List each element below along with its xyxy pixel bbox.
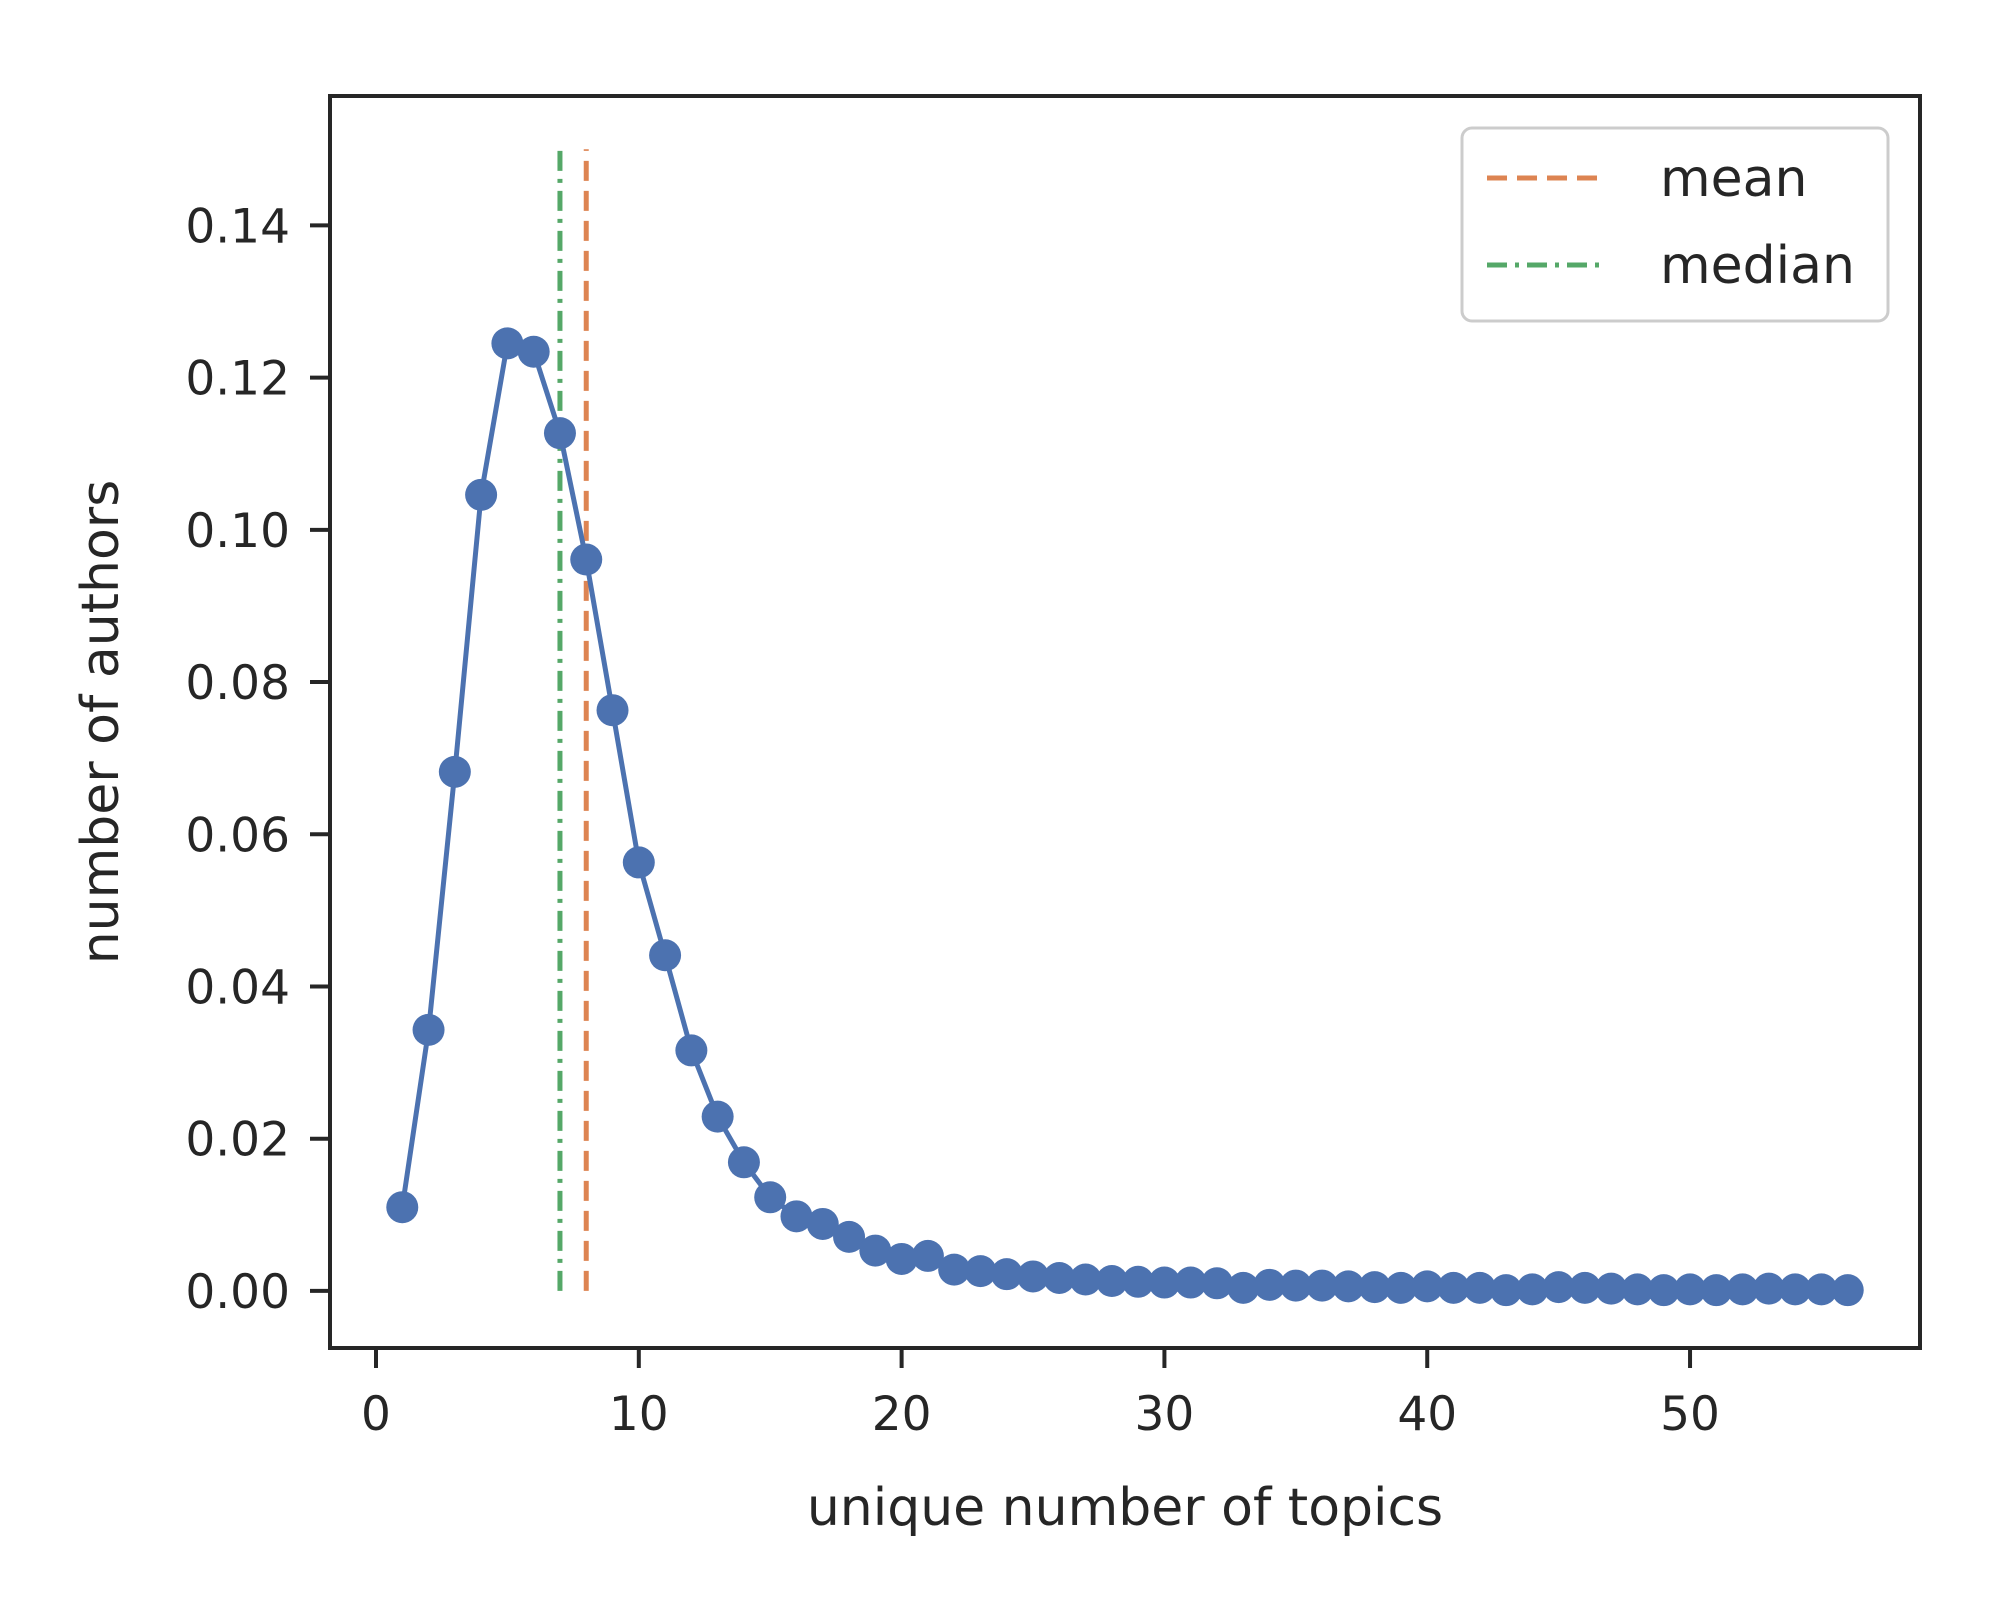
legend-box [1460,126,1890,323]
data-point [438,755,471,788]
legend-mean-label: mean [1660,149,1807,209]
y-tick-label: 0.00 [185,1265,290,1320]
data-point [1095,1265,1128,1298]
data-point [1384,1271,1417,1304]
data-point [1200,1267,1233,1300]
data-point [1227,1271,1260,1304]
data-point [675,1034,708,1067]
data-point [859,1234,892,1267]
data-point [1647,1274,1680,1307]
y-tick-label: 0.14 [185,199,290,254]
data-point [412,1013,445,1046]
data-point [938,1253,971,1286]
data-point [806,1207,839,1240]
data-point [465,478,498,511]
axis-ticks: 0 10 20 30 40 50 0.00 0.02 0.04 0.06 0.08 0.10 0.12 0… [185,199,1720,1442]
data-point [1568,1271,1601,1304]
data-point [1674,1273,1707,1306]
x-tick-label: 40 [1397,1387,1457,1442]
data-point [386,1191,419,1224]
data-point [517,335,550,368]
legend-median-label: median [1660,236,1855,296]
data-point [543,417,576,450]
data-point [1332,1270,1365,1303]
data-point [1516,1273,1549,1306]
x-tick-label: 50 [1660,1387,1720,1442]
reference-lines [557,149,589,1291]
data-point [622,846,655,879]
plot-frame [328,94,1922,1350]
data-point [570,543,603,576]
data-point [833,1220,866,1253]
data-point [990,1258,1023,1291]
y-tick-label: 0.04 [185,960,290,1015]
y-tick-label: 0.02 [185,1113,290,1168]
data-point [1463,1271,1496,1304]
data-point [1437,1271,1470,1304]
data-point [596,694,629,727]
data-point [754,1181,787,1214]
data-point [1726,1273,1759,1306]
data-point [1017,1260,1050,1293]
data-point [1490,1274,1523,1307]
data-point [1779,1273,1812,1306]
x-tick-label: 10 [609,1387,669,1442]
y-axis-label: number of authors [71,480,131,965]
data-point [1306,1269,1339,1302]
y-tick-label: 0.12 [185,352,290,407]
data-point [1358,1271,1391,1304]
data-point [1805,1273,1838,1306]
data-point [885,1242,918,1275]
x-tick-label: 0 [361,1387,391,1442]
x-tick-label: 30 [1135,1387,1195,1442]
y-tick-label: 0.10 [185,504,290,559]
data-point [1069,1263,1102,1296]
data-point [1148,1266,1181,1299]
data-point [1542,1271,1575,1304]
series-layer [386,327,1864,1307]
data-point [701,1100,734,1133]
data-point [1411,1270,1444,1303]
data-point [649,939,682,972]
x-tick-label: 20 [872,1387,932,1442]
data-point [727,1146,760,1179]
data-point [491,327,524,360]
data-point [1279,1269,1312,1302]
data-point [780,1200,813,1233]
data-point [1621,1273,1654,1306]
data-point [1122,1265,1155,1298]
legend: mean median [1460,126,1890,323]
data-point [1595,1272,1628,1305]
data-point [964,1255,997,1288]
y-tick-label: 0.06 [185,808,290,863]
data-point [1831,1274,1864,1307]
y-tick-label: 0.08 [185,656,290,711]
data-point [1043,1261,1076,1294]
x-axis-label: unique number of topics [807,1478,1443,1538]
data-point [1174,1266,1207,1299]
data-point [1752,1272,1785,1305]
data-point [1253,1268,1286,1301]
data-point [911,1239,944,1272]
data-point [1700,1274,1733,1307]
